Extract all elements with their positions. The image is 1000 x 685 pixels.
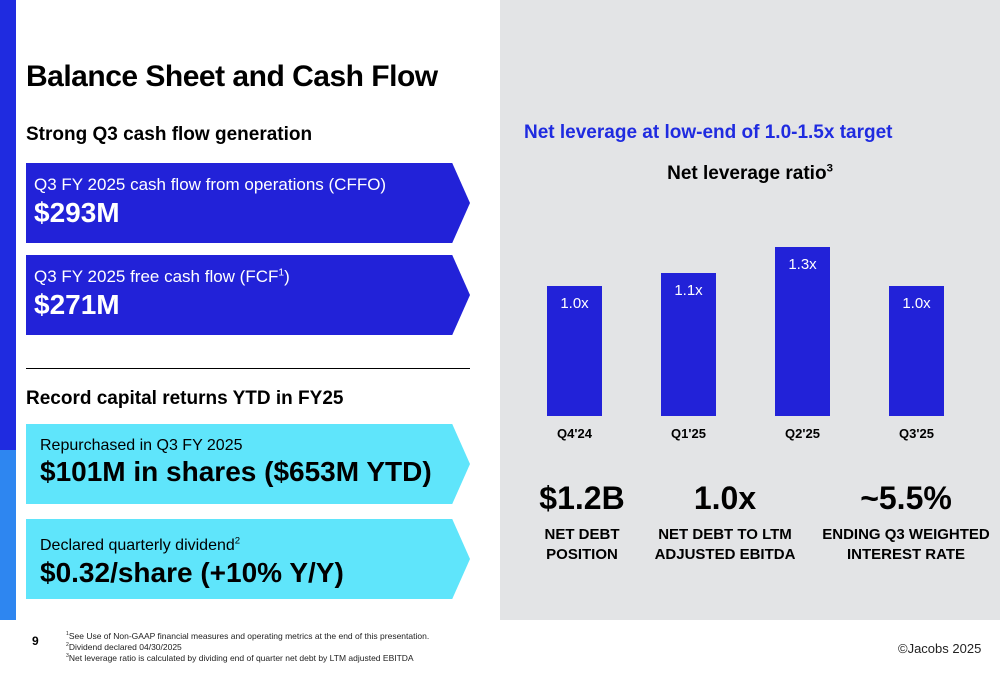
repurchase-callout: Repurchased in Q3 FY 2025 $101M in share… — [26, 424, 470, 504]
footnotes: 1See Use of Non-GAAP financial measures … — [66, 631, 429, 664]
cffo-value: $293M — [34, 197, 120, 228]
section-divider — [26, 368, 470, 369]
dividend-value: $0.32/share (+10% Y/Y) — [40, 557, 344, 588]
cash-flow-heading: Strong Q3 cash flow generation — [26, 124, 313, 145]
footnote-1: 1See Use of Non-GAAP financial measures … — [66, 631, 430, 641]
x-tick-Q4'24: Q4'24 — [557, 426, 593, 441]
accent-bar-lower — [0, 450, 16, 620]
data-label-Q1'25: 1.1x — [674, 282, 703, 299]
footnote-3: 3Net leverage ratio is calculated by div… — [66, 653, 414, 663]
dividend-label: Declared quarterly dividend2 — [40, 535, 241, 554]
data-label-Q3'25: 1.0x — [902, 295, 931, 312]
cffo-label: Q3 FY 2025 cash flow from operations (CF… — [34, 175, 387, 194]
data-label-Q4'24: 1.0x — [560, 295, 589, 312]
fcf-value: $271M — [34, 289, 120, 320]
net-leverage-chart: 1.0x Q4'24 1.1x Q1'25 1.3x Q2'25 1.0x Q3'25 — [547, 247, 944, 441]
cffo-callout: Q3 FY 2025 cash flow from operations (CF… — [26, 163, 470, 243]
copyright: ©Jacobs 2025 — [898, 641, 982, 656]
bar-Q3'25 — [889, 286, 944, 416]
dividend-callout: Declared quarterly dividend2 $0.32/share… — [26, 519, 470, 599]
x-tick-Q3'25: Q3'25 — [899, 426, 934, 441]
net-debt-ebitda-label: NET DEBT TO LTM ADJUSTED EBITDA — [654, 526, 796, 563]
chart-title: Net leverage ratio3 — [667, 162, 833, 184]
leverage-heading: Net leverage at low-end of 1.0-1.5x targ… — [524, 122, 893, 143]
bar-Q4'24 — [547, 286, 602, 416]
accent-bar — [0, 0, 16, 620]
interest-rate-value: ~5.5% — [860, 480, 952, 516]
repurchase-label: Repurchased in Q3 FY 2025 — [40, 437, 243, 454]
net-debt-ebitda-stat: 1.0x NET DEBT TO LTM ADJUSTED EBITDA — [640, 480, 810, 565]
bar-Q1'25 — [661, 273, 716, 416]
fcf-callout: Q3 FY 2025 free cash flow (FCF1) $271M — [26, 255, 470, 335]
page-number: 9 — [32, 634, 39, 648]
bar-Q2'25 — [775, 247, 830, 416]
data-label-Q2'25: 1.3x — [788, 256, 817, 273]
fcf-label: Q3 FY 2025 free cash flow (FCF1) — [34, 267, 290, 286]
footnote-2: 2Dividend declared 04/30/2025 — [66, 642, 182, 652]
x-tick-Q2'25: Q2'25 — [785, 426, 820, 441]
repurchase-value: $101M in shares ($653M YTD) — [40, 456, 432, 487]
capital-returns-heading: Record capital returns YTD in FY25 — [26, 388, 344, 409]
net-debt-value: $1.2B — [539, 480, 625, 516]
x-tick-Q1'25: Q1'25 — [671, 426, 706, 441]
interest-rate-label: ENDING Q3 WEIGHTED INTEREST RATE — [822, 526, 990, 563]
net-debt-ebitda-value: 1.0x — [693, 480, 757, 516]
interest-rate-stat: ~5.5% ENDING Q3 WEIGHTED INTEREST RATE — [811, 480, 1000, 565]
net-debt-stat: $1.2B NET DEBT POSITION — [497, 480, 667, 565]
slide-title: Balance Sheet and Cash Flow — [26, 60, 438, 93]
net-debt-label: NET DEBT POSITION — [544, 526, 620, 563]
